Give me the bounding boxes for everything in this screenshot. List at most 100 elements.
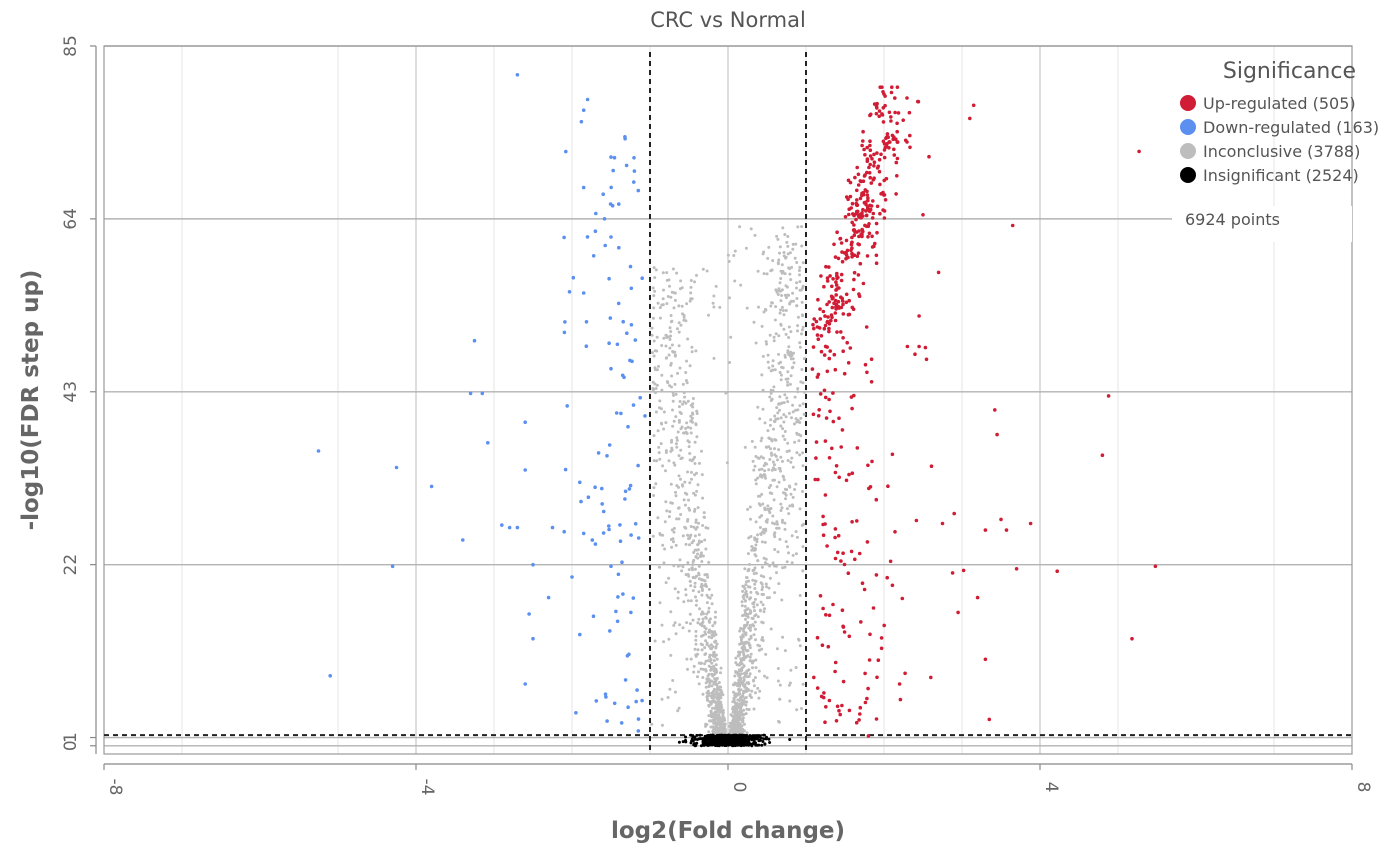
down-regulated-point [607,524,611,528]
insignificant-point [706,734,710,737]
insignificant-point [702,739,706,743]
up-regulated-points [810,85,1158,738]
inconclusive-point [783,233,787,236]
up-regulated-point [841,551,845,555]
down-regulated-point [601,531,606,535]
inconclusive-point [773,414,777,418]
up-regulated-point [849,395,854,399]
inconclusive-point [778,251,781,255]
insignificant-point [740,735,744,739]
inconclusive-point [748,655,752,659]
down-regulated-point [507,525,512,530]
up-regulated-point [816,477,820,482]
inconclusive-point [740,642,743,646]
up-regulated-point [824,705,828,709]
up-regulated-point [855,188,859,193]
inconclusive-point [761,407,765,411]
inconclusive-point [748,585,752,589]
inconclusive-point [682,431,686,435]
inconclusive-point [791,242,795,246]
up-regulated-point [869,112,873,117]
inconclusive-point [677,454,681,458]
inconclusive-point [658,399,662,403]
inconclusive-point [658,532,662,535]
inconclusive-point [693,585,697,589]
inconclusive-point [786,459,790,462]
inconclusive-point [789,351,793,355]
up-regulated-point [870,459,874,464]
inconclusive-point [772,339,776,343]
inconclusive-point [775,289,779,293]
down-regulated-point [579,499,583,504]
down-regulated-point [629,610,633,615]
inconclusive-point [664,421,668,425]
up-regulated-point [889,90,894,95]
up-regulated-point [850,520,854,524]
up-regulated-point [826,315,830,319]
inconclusive-point [693,548,697,552]
inconclusive-point [754,666,758,670]
up-regulated-point [895,85,900,89]
inconclusive-point [672,530,676,534]
inconclusive-point [767,596,771,600]
inconclusive-point [665,302,669,306]
up-regulated-point [839,272,844,277]
inconclusive-point [662,288,665,292]
up-regulated-point [868,175,872,180]
insignificant-point [742,742,746,746]
inconclusive-point [789,492,793,496]
inconclusive-point [777,352,780,356]
inconclusive-point [694,603,698,607]
down-regulated-point [472,338,477,343]
up-regulated-point [987,717,992,722]
up-regulated-point [903,138,908,143]
inconclusive-point [790,534,794,538]
inconclusive-point [744,712,748,716]
inconclusive-point [670,319,674,323]
inconclusive-point [771,301,774,305]
inconclusive-point [711,693,715,697]
inconclusive-point [672,623,676,627]
insignificant-point [699,737,703,741]
inconclusive-point [707,730,711,734]
down-regulated-point [390,564,395,569]
inconclusive-point [684,593,688,597]
up-regulated-point [865,696,869,701]
inconclusive-point [788,504,792,508]
up-regulated-point [867,231,872,236]
inconclusive-point [660,422,664,426]
inconclusive-point [689,426,693,430]
up-regulated-point [877,109,882,113]
up-regulated-point [834,288,838,292]
inconclusive-point [686,533,690,537]
y-tick-label: 43 [61,381,81,403]
inconclusive-point [688,580,692,583]
inconclusive-point [712,721,716,725]
up-regulated-point [818,392,823,396]
inconclusive-point [791,365,795,369]
down-regulated-point [612,701,617,706]
up-regulated-point [834,280,838,284]
inconclusive-point [782,413,786,417]
inconclusive-point [780,598,784,602]
insignificant-point [745,734,749,737]
inconclusive-point [697,461,701,465]
inconclusive-point [749,636,753,640]
up-regulated-point [889,119,893,123]
up-regulated-point [868,162,872,167]
inconclusive-point [677,330,681,334]
up-regulated-point [816,372,821,377]
down-regulated-point [620,560,624,564]
inconclusive-point [756,686,760,690]
inconclusive-point [781,635,785,639]
inconclusive-point [736,654,740,658]
up-regulated-point [856,251,861,255]
inconclusive-point [669,295,673,299]
down-regulated-point [590,538,595,542]
down-regulated-point [643,414,647,418]
inconclusive-point [700,624,704,628]
inconclusive-point [653,366,657,370]
up-regulated-point [850,246,854,250]
insignificant-point [704,736,708,740]
inconclusive-point [660,388,664,392]
